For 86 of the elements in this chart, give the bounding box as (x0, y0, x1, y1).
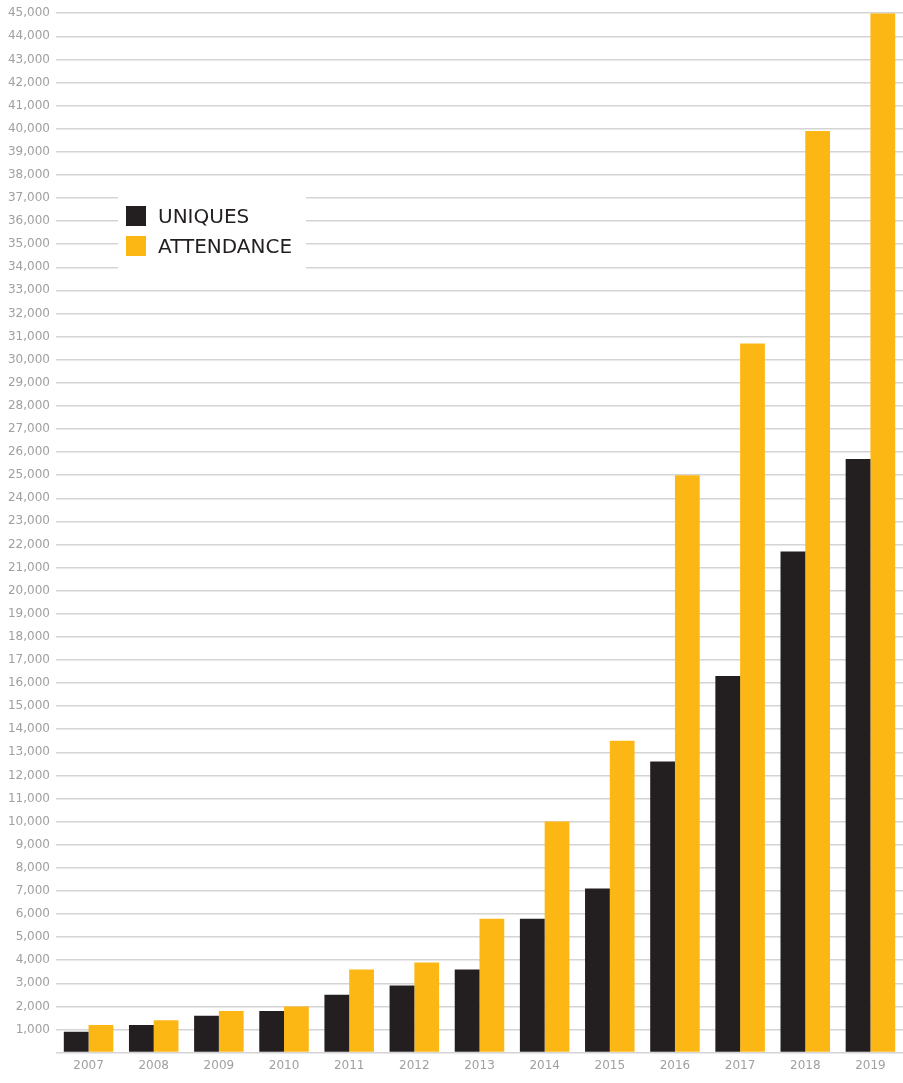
y-tick-label: 4,000 (15, 952, 50, 967)
bar (544, 821, 570, 1052)
y-tick-label: 21,000 (7, 559, 50, 574)
x-tick-label: 2015 (594, 1057, 626, 1072)
bar (479, 918, 505, 1052)
y-tick-label: 26,000 (7, 444, 50, 459)
bar (414, 962, 440, 1052)
bar (780, 551, 806, 1052)
x-tick-label: 2009 (203, 1057, 235, 1072)
y-tick-label: 3,000 (15, 975, 50, 990)
y-tick-label: 11,000 (7, 790, 50, 805)
bar (740, 343, 765, 1052)
y-tick-label: 22,000 (7, 536, 50, 551)
x-tick-label: 2007 (73, 1057, 104, 1072)
y-tick-label: 7,000 (15, 883, 50, 898)
x-tick-label: 2010 (268, 1057, 300, 1072)
y-tick-label: 37,000 (7, 190, 50, 205)
legend-label: ATTENDANCE (158, 234, 293, 258)
y-tick-label: 14,000 (7, 721, 50, 736)
x-tick-label: 2011 (333, 1057, 365, 1072)
y-tick-label: 8,000 (15, 859, 50, 874)
bar (674, 475, 700, 1052)
bar (88, 1024, 114, 1052)
y-tick-label: 40,000 (7, 120, 50, 135)
y-tick-label: 16,000 (7, 675, 50, 690)
bar (194, 1015, 219, 1052)
y-tick-label: 25,000 (7, 467, 50, 482)
y-tick-label: 15,000 (7, 698, 50, 713)
y-tick-label: 38,000 (7, 167, 50, 182)
y-tick-label: 18,000 (7, 628, 50, 643)
y-tick-label: 23,000 (7, 513, 50, 528)
bar (218, 1011, 244, 1052)
bar (128, 1024, 154, 1052)
legend-label: UNIQUES (158, 204, 250, 228)
x-tick-label: 2013 (464, 1057, 495, 1072)
y-tick-label: 12,000 (7, 767, 50, 782)
bar (63, 1031, 89, 1052)
y-tick-label: 1,000 (15, 1021, 50, 1036)
y-tick-label: 24,000 (7, 490, 50, 505)
y-tick-label: 5,000 (15, 929, 50, 944)
bar (609, 740, 635, 1052)
x-tick-label: 2019 (855, 1057, 886, 1072)
y-tick-label: 43,000 (7, 51, 50, 66)
y-tick-label: 17,000 (7, 652, 50, 667)
y-tick-label: 32,000 (7, 305, 50, 320)
y-tick-label: 41,000 (7, 97, 50, 112)
y-tick-label: 6,000 (15, 906, 50, 921)
y-tick-label: 30,000 (7, 351, 50, 366)
bar (805, 131, 831, 1052)
bar (870, 13, 896, 1052)
y-tick-label: 39,000 (7, 143, 50, 158)
x-tick-label: 2017 (724, 1057, 756, 1072)
x-tick-label: 2016 (659, 1057, 691, 1072)
bar (284, 1006, 309, 1052)
y-tick-label: 9,000 (15, 836, 50, 851)
y-tick-label: 10,000 (7, 813, 50, 828)
bar (259, 1011, 285, 1052)
x-tick-label: 2008 (138, 1057, 169, 1072)
y-tick-label: 29,000 (7, 374, 50, 389)
bar (519, 918, 545, 1052)
y-tick-label: 44,000 (7, 28, 50, 43)
bar (845, 458, 871, 1052)
bar (324, 994, 350, 1052)
bar (153, 1020, 179, 1052)
x-tick-label: 2012 (399, 1057, 430, 1072)
y-tick-label: 31,000 (7, 328, 50, 343)
y-tick-label: 35,000 (7, 236, 50, 251)
bar (389, 985, 415, 1052)
y-tick-label: 20,000 (7, 582, 50, 597)
x-tick-label: 2014 (529, 1057, 560, 1072)
bar (349, 969, 374, 1052)
bar (715, 676, 741, 1052)
y-tick-label: 2,000 (15, 998, 50, 1013)
y-tick-label: 28,000 (7, 397, 50, 412)
y-tick-label: 13,000 (7, 744, 50, 759)
x-tick-label: 2018 (789, 1057, 821, 1072)
bar (650, 761, 675, 1052)
y-tick-label: 34,000 (7, 259, 50, 274)
y-tick-label: 42,000 (7, 74, 50, 89)
y-tick-label: 27,000 (7, 421, 50, 436)
y-tick-label: 19,000 (7, 605, 50, 620)
y-tick-label: 36,000 (7, 213, 50, 228)
bar (585, 888, 610, 1052)
bar (454, 969, 480, 1052)
y-tick-label: 45,000 (7, 5, 50, 20)
y-tick-label: 33,000 (7, 282, 50, 297)
